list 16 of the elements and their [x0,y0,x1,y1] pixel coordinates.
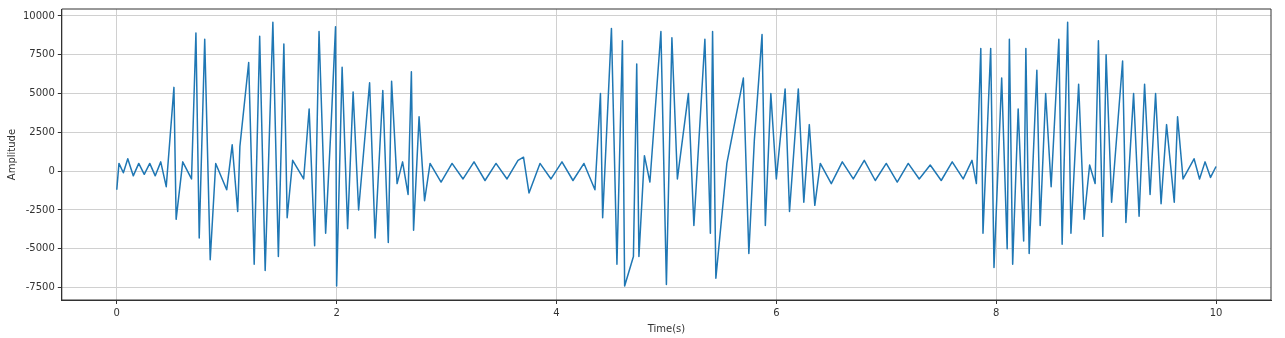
y-tick-label: 2500 [29,125,55,137]
x-tick-label: 8 [993,306,1000,318]
y-tick-label: -7500 [25,281,55,293]
x-tick-label: 4 [553,306,560,318]
x-axis-title: Time(s) [646,322,686,334]
x-tick-label: 10 [1209,306,1223,318]
y-axis-title: Amplitude [5,128,17,181]
y-tick-label: 5000 [29,87,55,99]
y-tick-label: -2500 [25,203,55,215]
y-tick-label: 0 [48,164,55,176]
y-tick-label: -5000 [25,242,55,254]
x-tick-label: 0 [113,306,120,318]
y-tick-label: 7500 [29,48,55,60]
x-tick-label: 2 [333,306,340,318]
y-tick-label: 10000 [23,9,55,21]
x-tick-label: 6 [773,306,780,318]
